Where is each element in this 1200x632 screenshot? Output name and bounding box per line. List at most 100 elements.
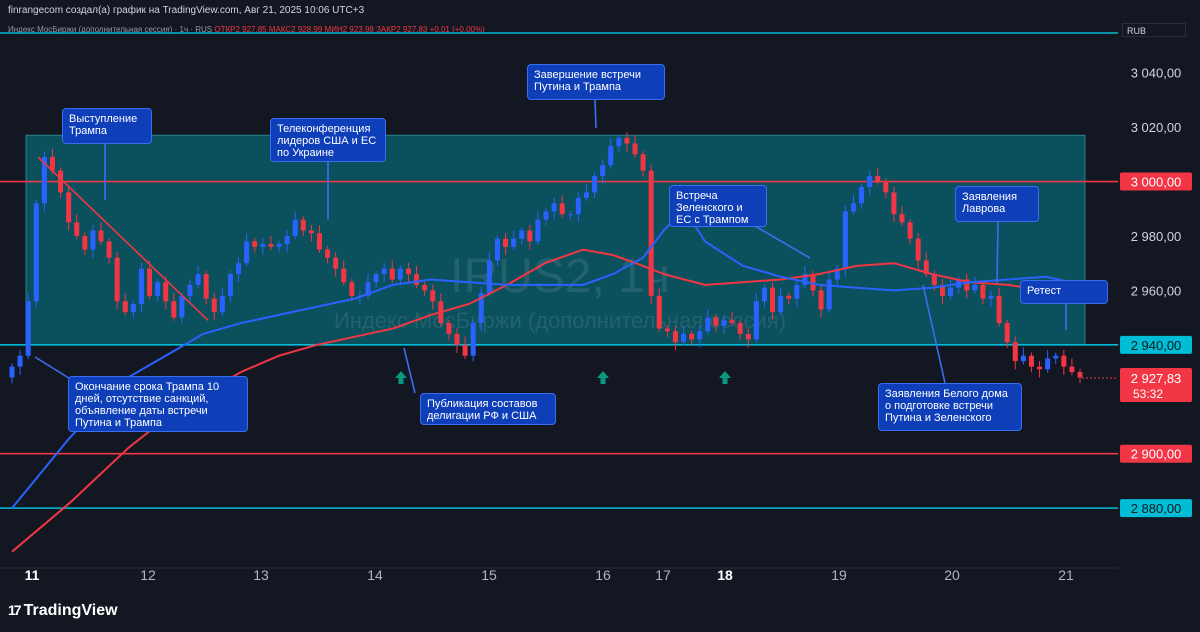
footer: [0, 589, 1200, 632]
time-label-13: 13: [253, 567, 269, 583]
candle-body: [446, 323, 452, 334]
candle-body: [195, 274, 201, 285]
candle-body: [697, 331, 703, 340]
price-tag-label: 3 000,00: [1131, 175, 1182, 190]
candle-body: [276, 244, 282, 247]
candle-body: [341, 268, 347, 283]
zone-rect: [25, 134, 1086, 346]
candle-body: [664, 328, 670, 332]
candle-body: [422, 284, 428, 291]
candle-body: [49, 157, 55, 171]
tradingview-wordmark: TradingView: [23, 602, 118, 619]
candle-body: [17, 355, 23, 367]
price-tag-3000: [1120, 172, 1192, 191]
candle-body: [41, 157, 47, 204]
candle-body: [333, 257, 339, 269]
candle-body: [1028, 355, 1034, 367]
time-label-15: 15: [481, 567, 497, 583]
time-label-21: 21: [1058, 567, 1074, 583]
candle-body: [761, 287, 767, 302]
candle-body: [1069, 366, 1075, 373]
candle-body: [640, 154, 646, 171]
candle-body: [414, 274, 420, 285]
candle-body: [842, 211, 848, 269]
candle-body: [373, 274, 379, 283]
watermark-name: Индекс МосБиржи (дополнительная сессия): [334, 308, 786, 333]
candle-body: [705, 317, 711, 332]
candle-body: [405, 268, 411, 275]
candle-body: [600, 165, 606, 177]
candle-body: [1004, 323, 1010, 343]
candle-body: [98, 230, 104, 242]
candle-body: [551, 203, 557, 212]
candle-body: [681, 333, 687, 343]
candle-body: [138, 268, 144, 304]
horizontal-levels-layer: [0, 32, 1118, 509]
candle-body: [82, 235, 88, 250]
candle-body: [130, 304, 136, 313]
tradingview-logo[interactable]: 17 TradingView: [8, 602, 118, 620]
price-tag-2940: [1120, 335, 1192, 354]
candle-body: [389, 268, 395, 280]
signal-up-arrow-icon: [395, 371, 407, 384]
candle-body: [308, 230, 314, 234]
currency-selector[interactable]: RUB: [1122, 23, 1186, 37]
signal-up-arrow-icon: [597, 371, 609, 384]
candle-body: [74, 222, 80, 236]
candle-body: [430, 290, 436, 302]
candle-body: [972, 284, 978, 291]
price-tag-label: 2 940,00: [1131, 338, 1182, 353]
candle-body: [915, 238, 921, 261]
candle-body: [397, 268, 403, 280]
candle-body: [753, 301, 759, 340]
countdown-label: 53:32: [1133, 387, 1163, 401]
candle-body: [470, 323, 476, 356]
candle-body: [494, 238, 500, 261]
chart-credit: finrangecom создал(а) график на TradingV…: [8, 5, 365, 16]
legend-ohlc: ОТКР2 927,85 МАКС2 928,99 МИН2 923,98 ЗА…: [214, 25, 485, 34]
candle-body: [535, 219, 541, 242]
candle-body: [939, 284, 945, 296]
candle-body: [284, 235, 290, 245]
support-resistance-zone-layer: [25, 134, 1086, 346]
candle-body: [90, 230, 96, 250]
candle-body: [486, 260, 492, 294]
candle-body: [737, 323, 743, 334]
candle-body: [155, 282, 161, 296]
price-tick-label: 3 040,00: [1131, 66, 1182, 81]
annotation-summit-end: Завершение встречи Путина и Трампа: [527, 64, 665, 100]
time-label-18: 18: [717, 567, 733, 583]
candle-body: [260, 244, 266, 247]
candle-body: [575, 197, 581, 215]
candle-body: [632, 143, 638, 155]
candle-body: [325, 249, 331, 258]
candle-body: [187, 284, 193, 296]
pointer-line: [34, 356, 73, 381]
candle-body: [648, 170, 654, 296]
candle-body: [519, 230, 525, 239]
time-label-17: 17: [655, 567, 671, 583]
candle-body: [567, 214, 573, 216]
candle-body: [203, 274, 209, 299]
candle-body: [527, 230, 533, 242]
candle-body: [292, 219, 298, 236]
candle-body: [381, 268, 387, 275]
candle-body: [672, 331, 678, 343]
symbol-legend: Индекс МосБиржи (дополнительная сессия) …: [8, 25, 485, 34]
pointer-line: [594, 99, 597, 129]
candle-body: [268, 244, 274, 247]
candle-body: [689, 333, 695, 340]
time-label-11: 11: [25, 567, 40, 583]
price-tag-label: 2 900,00: [1131, 447, 1182, 462]
candle-body: [948, 287, 954, 296]
candle-body: [875, 176, 881, 182]
pointer-line: [403, 347, 416, 394]
candle-body: [656, 295, 662, 329]
price-tick-label: 3 020,00: [1131, 120, 1182, 135]
time-axis-layer: 11 12 13 14 15 16 17 18 19 20 21: [0, 567, 1118, 583]
candle-body: [1012, 342, 1018, 362]
candle-body: [9, 366, 15, 378]
tradingview-mark-icon: 17: [8, 602, 22, 618]
candle-body: [349, 282, 355, 296]
